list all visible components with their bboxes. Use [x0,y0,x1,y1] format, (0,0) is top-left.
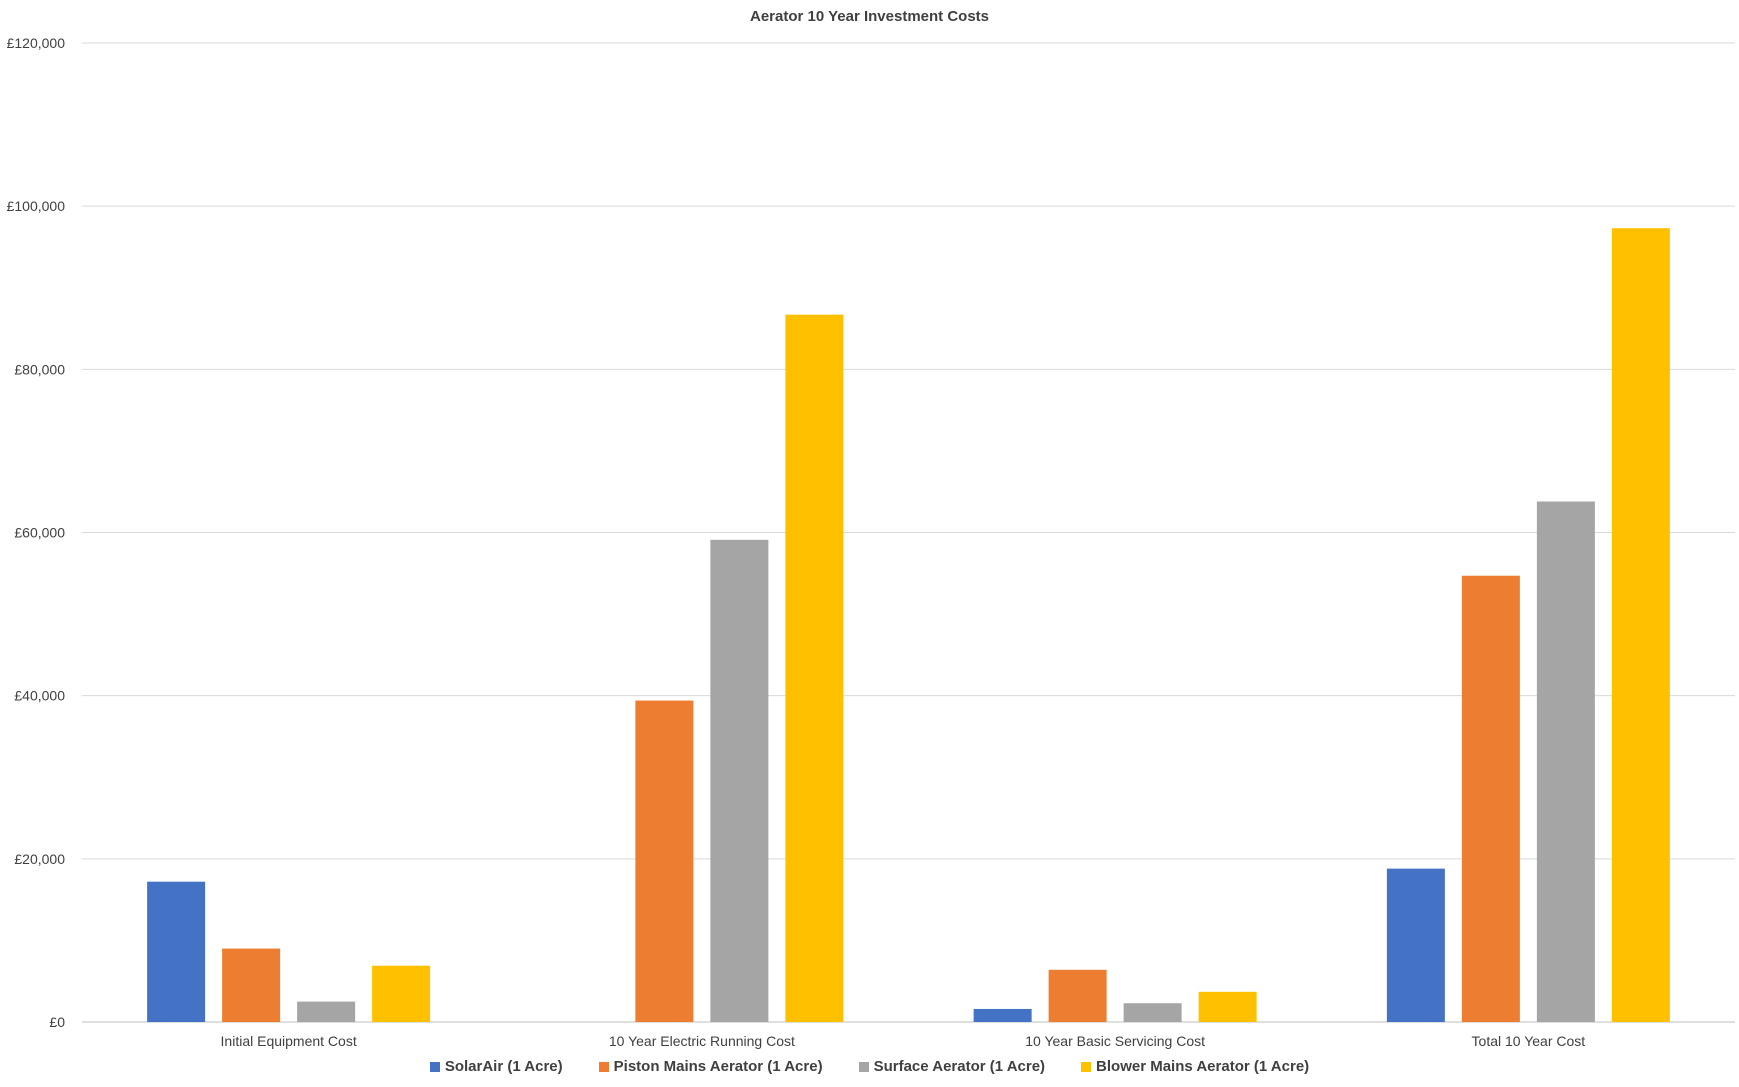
legend-swatch [1081,1061,1092,1072]
legend-item: Blower Mains Aerator (1 Acre) [1081,1058,1309,1075]
bar [147,881,206,1022]
y-tick-label: £120,000 [7,35,66,51]
legend-item: Piston Mains Aerator (1 Acre) [598,1058,823,1075]
chart-title: Aerator 10 Year Investment Costs [750,8,989,25]
bar [1611,228,1670,1023]
bar [1123,1003,1182,1022]
legend-item: SolarAir (1 Acre) [429,1058,563,1075]
bar [372,965,431,1022]
bar [1048,969,1107,1022]
bar [1536,501,1595,1023]
y-tick-label: £20,000 [14,851,65,867]
bar [973,1008,1032,1022]
y-tick-label: £80,000 [14,361,65,377]
x-axis-tick-labels: Initial Equipment Cost 10 Year Electric R… [221,1033,1586,1049]
legend-label: SolarAir (1 Acre) [444,1058,563,1075]
legend-item: Surface Aerator (1 Acre) [858,1058,1046,1075]
legend-swatch [858,1061,869,1072]
x-tick-label: 10 Year Electric Running Cost [609,1033,795,1049]
bar [785,314,844,1022]
y-tick-label: £60,000 [14,525,65,541]
legend-swatch [598,1061,609,1072]
bar [635,700,694,1022]
legend-label: Blower Mains Aerator (1 Acre) [1096,1058,1310,1075]
y-tick-label: £100,000 [7,198,66,214]
x-tick-label: 10 Year Basic Servicing Cost [1025,1033,1205,1049]
bar [1461,575,1520,1022]
bars [147,228,1670,1023]
bar [1386,868,1445,1022]
bar [1198,991,1257,1022]
x-tick-label: Initial Equipment Cost [221,1033,357,1049]
bar [297,1001,356,1022]
y-tick-label: £0 [49,1014,65,1030]
gridlines [82,42,1735,1023]
bar [222,948,281,1022]
y-tick-label: £40,000 [14,688,65,704]
legend-swatch [429,1061,440,1072]
legend: SolarAir (1 Acre) Piston Mains Aerator (1… [0,1058,1739,1075]
x-tick-label: Total 10 Year Cost [1472,1033,1586,1049]
bar [710,539,769,1022]
legend-label: Surface Aerator (1 Acre) [873,1058,1046,1075]
y-axis-tick-labels: £0 £20,000 £40,000 £60,000 £80,000 £100,000 £1… [7,35,66,1030]
legend-label: Piston Mains Aerator (1 Acre) [613,1058,823,1075]
